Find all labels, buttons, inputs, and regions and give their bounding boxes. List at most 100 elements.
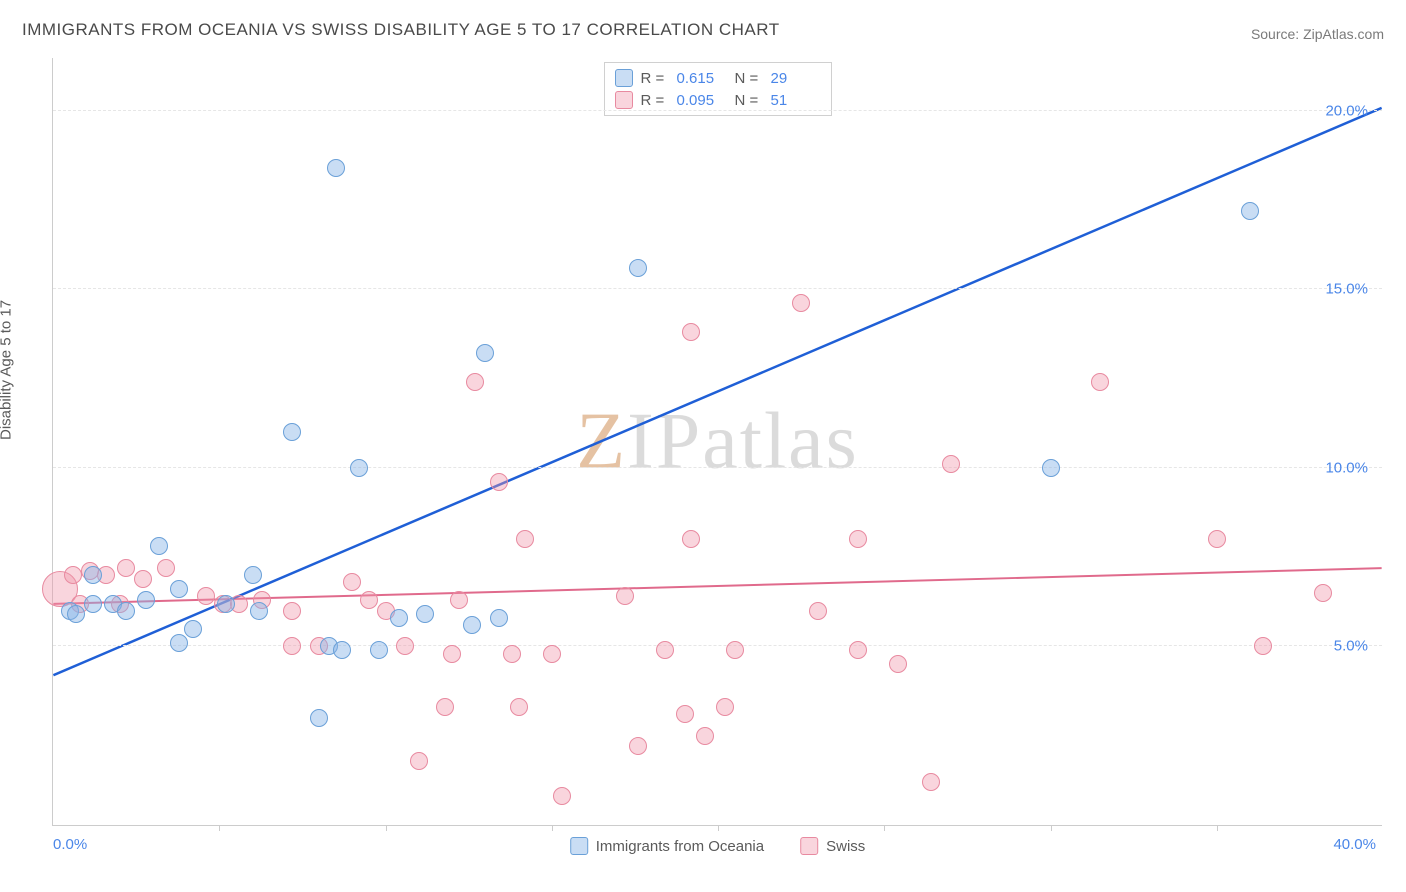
data-point-swiss bbox=[510, 698, 528, 716]
data-point-oceania bbox=[244, 566, 262, 584]
data-point-swiss bbox=[1091, 373, 1109, 391]
n-label: N = bbox=[735, 92, 763, 109]
data-point-swiss bbox=[134, 570, 152, 588]
data-point-swiss bbox=[792, 294, 810, 312]
plot-area: ZIPatlas R = 0.615 N = 29 R = 0.095 N = … bbox=[52, 58, 1382, 826]
data-point-oceania bbox=[1042, 459, 1060, 477]
data-point-oceania bbox=[170, 580, 188, 598]
data-point-swiss bbox=[543, 645, 561, 663]
x-tick bbox=[386, 825, 387, 831]
data-point-swiss bbox=[443, 645, 461, 663]
r-value-oceania: 0.615 bbox=[677, 70, 727, 87]
data-point-swiss bbox=[726, 641, 744, 659]
r-label: R = bbox=[641, 92, 669, 109]
data-point-swiss bbox=[629, 737, 647, 755]
data-point-oceania bbox=[327, 159, 345, 177]
chart-title: IMMIGRANTS FROM OCEANIA VS SWISS DISABIL… bbox=[22, 20, 780, 40]
source-attribution: Source: ZipAtlas.com bbox=[1251, 26, 1384, 42]
legend-swatch-swiss bbox=[800, 837, 818, 855]
data-point-oceania bbox=[84, 595, 102, 613]
data-point-swiss bbox=[396, 637, 414, 655]
source-prefix: Source: bbox=[1251, 26, 1303, 42]
data-point-swiss bbox=[283, 637, 301, 655]
data-point-swiss bbox=[157, 559, 175, 577]
data-point-swiss bbox=[696, 727, 714, 745]
data-point-oceania bbox=[117, 602, 135, 620]
data-point-oceania bbox=[170, 634, 188, 652]
y-tick-label: 20.0% bbox=[1325, 102, 1368, 119]
data-point-oceania bbox=[350, 459, 368, 477]
y-tick-label: 10.0% bbox=[1325, 459, 1368, 476]
data-point-swiss bbox=[553, 787, 571, 805]
n-value-oceania: 29 bbox=[771, 70, 821, 87]
y-tick-label: 5.0% bbox=[1334, 638, 1368, 655]
y-axis-label: Disability Age 5 to 17 bbox=[0, 300, 15, 440]
data-point-oceania bbox=[67, 605, 85, 623]
legend-swatch-oceania bbox=[570, 837, 588, 855]
data-point-swiss bbox=[716, 698, 734, 716]
watermark-p: P bbox=[656, 397, 703, 485]
data-point-swiss bbox=[503, 645, 521, 663]
data-point-swiss bbox=[283, 602, 301, 620]
data-point-swiss bbox=[1208, 530, 1226, 548]
correlation-legend: R = 0.615 N = 29 R = 0.095 N = 51 bbox=[604, 62, 832, 116]
watermark-rest: atlas bbox=[702, 397, 859, 485]
data-point-oceania bbox=[150, 537, 168, 555]
data-point-oceania bbox=[463, 616, 481, 634]
series-legend: Immigrants from Oceania Swiss bbox=[570, 837, 866, 855]
data-point-oceania bbox=[84, 566, 102, 584]
x-tick bbox=[1051, 825, 1052, 831]
data-point-swiss bbox=[849, 641, 867, 659]
x-axis-max-label: 40.0% bbox=[1333, 836, 1376, 853]
data-point-oceania bbox=[137, 591, 155, 609]
watermark-i: I bbox=[627, 397, 656, 485]
data-point-oceania bbox=[184, 620, 202, 638]
data-point-swiss bbox=[1254, 637, 1272, 655]
data-point-swiss bbox=[1314, 584, 1332, 602]
gridline bbox=[53, 645, 1382, 646]
data-point-swiss bbox=[676, 705, 694, 723]
data-point-oceania bbox=[370, 641, 388, 659]
data-point-swiss bbox=[682, 323, 700, 341]
data-point-swiss bbox=[466, 373, 484, 391]
gridline bbox=[53, 288, 1382, 289]
x-tick bbox=[552, 825, 553, 831]
legend-row-oceania: R = 0.615 N = 29 bbox=[615, 67, 821, 89]
data-point-swiss bbox=[436, 698, 454, 716]
data-point-oceania bbox=[250, 602, 268, 620]
data-point-swiss bbox=[849, 530, 867, 548]
legend-item-oceania: Immigrants from Oceania bbox=[570, 837, 764, 855]
data-point-swiss bbox=[809, 602, 827, 620]
x-tick bbox=[718, 825, 719, 831]
data-point-swiss bbox=[343, 573, 361, 591]
data-point-oceania bbox=[416, 605, 434, 623]
data-point-swiss bbox=[616, 587, 634, 605]
data-point-swiss bbox=[450, 591, 468, 609]
n-label: N = bbox=[735, 70, 763, 87]
watermark: ZIPatlas bbox=[576, 396, 859, 487]
legend-label-swiss: Swiss bbox=[826, 838, 865, 855]
y-tick-label: 15.0% bbox=[1325, 281, 1368, 298]
data-point-swiss bbox=[64, 566, 82, 584]
legend-label-oceania: Immigrants from Oceania bbox=[596, 838, 764, 855]
data-point-swiss bbox=[490, 473, 508, 491]
data-point-oceania bbox=[217, 595, 235, 613]
data-point-swiss bbox=[516, 530, 534, 548]
data-point-swiss bbox=[922, 773, 940, 791]
gridline bbox=[53, 110, 1382, 111]
x-tick bbox=[884, 825, 885, 831]
source-name: ZipAtlas.com bbox=[1303, 26, 1384, 42]
data-point-swiss bbox=[410, 752, 428, 770]
data-point-oceania bbox=[1241, 202, 1259, 220]
watermark-z: Z bbox=[576, 397, 627, 485]
legend-row-swiss: R = 0.095 N = 51 bbox=[615, 89, 821, 111]
data-point-oceania bbox=[333, 641, 351, 659]
x-tick bbox=[219, 825, 220, 831]
data-point-oceania bbox=[310, 709, 328, 727]
x-tick bbox=[1217, 825, 1218, 831]
data-point-swiss bbox=[117, 559, 135, 577]
data-point-oceania bbox=[476, 344, 494, 362]
gridline bbox=[53, 467, 1382, 468]
x-axis-min-label: 0.0% bbox=[53, 836, 87, 853]
data-point-oceania bbox=[629, 259, 647, 277]
